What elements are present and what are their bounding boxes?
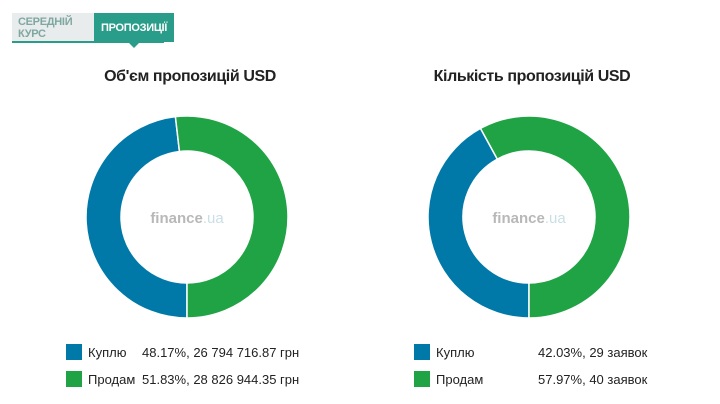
watermark-logo: finance.ua xyxy=(150,210,224,227)
count-chart-panel: Кількість пропозицій USD finance.ua Купл… xyxy=(362,60,702,400)
tab-offers[interactable]: ПРОПОЗИЦІЇ xyxy=(94,13,175,48)
donut-slice-sell[interactable] xyxy=(479,115,631,319)
legend-item-buy: Куплю 48.17%, 26 794 716.87 грн xyxy=(66,343,299,361)
legend-value-sell: 51.83%, 28 826 944.35 грн xyxy=(142,371,300,387)
legend-label-sell: Продам xyxy=(88,371,136,387)
tab-bar: СЕРЕДНІЙ КУРС ПРОПОЗИЦІЇ xyxy=(12,13,175,48)
volume-chart-panel: Об'єм пропозицій USD finance.ua Куплю 48… xyxy=(20,60,360,400)
donut-slice-sell[interactable] xyxy=(174,115,289,319)
legend-label-buy: Куплю xyxy=(436,344,475,360)
watermark-logo: finance.ua xyxy=(492,210,566,227)
legend-value-sell: 57.97%, 40 заявок xyxy=(538,371,648,387)
legend-item-sell: Продам 57.97%, 40 заявок xyxy=(414,370,647,388)
legend-swatch-buy xyxy=(66,344,82,360)
legend-label-sell: Продам xyxy=(436,371,484,387)
donut-chart-volume: finance.ua xyxy=(85,115,289,319)
legend-item-sell: Продам 51.83%, 28 826 944.35 грн xyxy=(66,370,299,388)
chart-title: Об'єм пропозицій USD xyxy=(104,68,276,85)
legend-swatch-sell xyxy=(414,371,430,387)
donut-chart-count: finance.ua xyxy=(427,115,631,319)
tab-underline xyxy=(12,41,164,43)
legend-swatch-buy xyxy=(414,344,430,360)
legend-label-buy: Куплю xyxy=(88,344,127,360)
donut-slice-buy[interactable] xyxy=(427,127,530,319)
chart-title: Кількість пропозицій USD xyxy=(433,68,631,85)
legend-item-buy: Куплю 42.03%, 29 заявок xyxy=(414,343,647,361)
donut-slice-buy[interactable] xyxy=(85,115,188,319)
legend-value-buy: 42.03%, 29 заявок xyxy=(538,344,648,360)
legend-swatch-sell xyxy=(66,371,82,387)
tab-average-rate[interactable]: СЕРЕДНІЙ КУРС xyxy=(12,13,94,42)
legend-value-buy: 48.17%, 26 794 716.87 грн xyxy=(142,344,300,360)
